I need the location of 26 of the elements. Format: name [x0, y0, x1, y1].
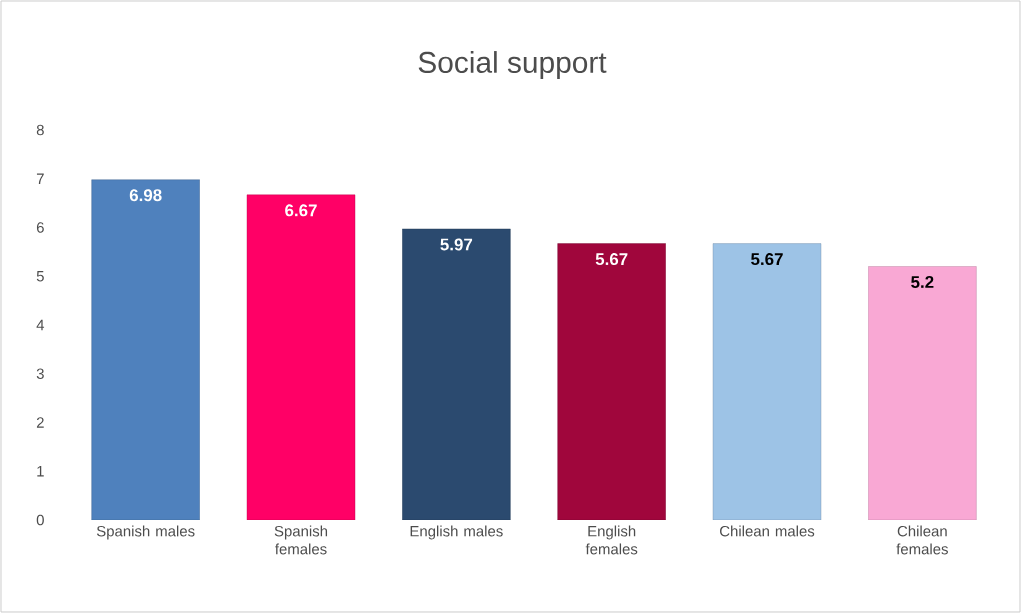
data-label: 6.67 — [285, 204, 317, 217]
y-tick-label: 1 — [37, 466, 44, 477]
y-tick-label: 2 — [36, 417, 44, 428]
x-tick-label: Spanish females — [274, 525, 328, 555]
chart-title: Social support — [418, 51, 607, 79]
y-tick-label: 6 — [36, 222, 44, 233]
data-label: 5.2 — [911, 276, 934, 289]
bar — [557, 243, 666, 520]
x-tick-label: Chilean females — [896, 525, 948, 555]
data-label: 5.67 — [751, 253, 783, 266]
y-tick-label: 7 — [36, 173, 44, 184]
y-tick-label: 0 — [36, 514, 44, 526]
bar — [868, 266, 977, 520]
data-label: 5.67 — [595, 253, 628, 266]
y-tick-label: 8 — [36, 124, 44, 136]
y-tick-label: 4 — [36, 319, 45, 331]
y-tick-label: 3 — [36, 368, 44, 380]
data-label: 5.97 — [440, 238, 473, 251]
x-tick-label: English males — [410, 525, 503, 540]
y-tick-label: 5 — [36, 271, 44, 282]
data-label: 6.98 — [129, 189, 162, 202]
bar — [91, 179, 200, 520]
x-tick-label: English females — [585, 525, 638, 555]
x-tick-label: Chilean males — [720, 525, 815, 537]
x-tick-label: Spanish males — [96, 525, 195, 540]
bar — [402, 228, 511, 520]
